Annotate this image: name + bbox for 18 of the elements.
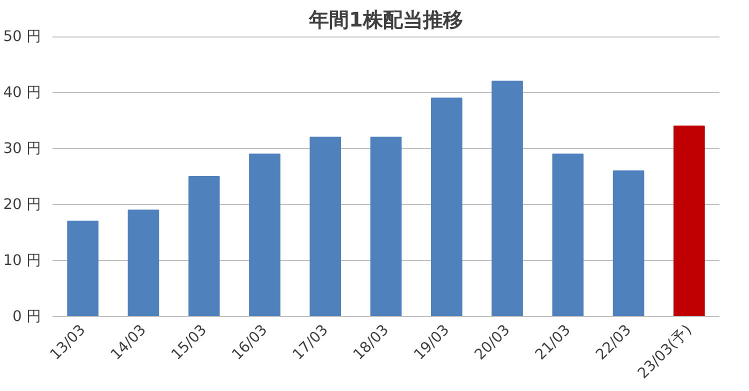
chart-title: 年間1株配当推移 bbox=[308, 8, 463, 32]
bar bbox=[310, 136, 342, 316]
y-tick-label: 0 円 bbox=[12, 308, 42, 325]
bar bbox=[612, 170, 644, 316]
y-tick-label: 40 円 bbox=[3, 84, 42, 101]
bar bbox=[188, 176, 220, 316]
y-tick-label: 10 円 bbox=[3, 252, 42, 269]
bar bbox=[674, 126, 705, 316]
y-tick-label: 50 円 bbox=[3, 28, 42, 45]
bar bbox=[128, 210, 160, 316]
bar bbox=[249, 154, 280, 316]
bar bbox=[492, 80, 523, 316]
bar bbox=[370, 136, 402, 316]
y-tick-label: 20 円 bbox=[3, 196, 42, 213]
bar bbox=[67, 220, 98, 316]
y-tick-label: 30 円 bbox=[3, 140, 42, 157]
bar bbox=[430, 98, 462, 316]
bar bbox=[552, 154, 584, 316]
